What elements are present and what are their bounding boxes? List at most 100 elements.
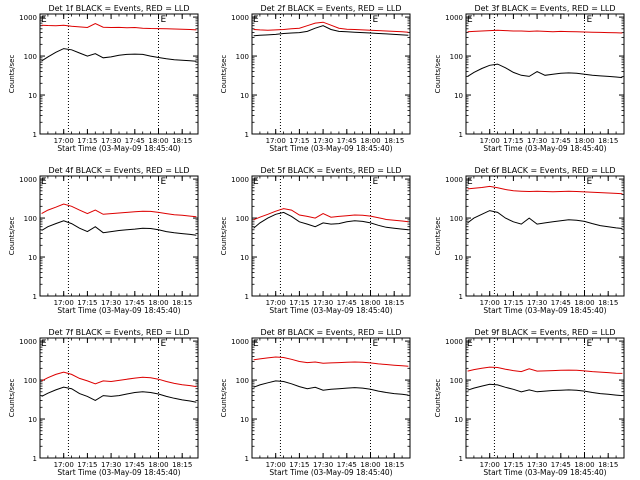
x-tick-label: 17:00: [54, 137, 74, 145]
x-tick-label: 17:45: [551, 461, 571, 469]
x-tick-label: 17:30: [101, 137, 121, 145]
y-tick-label: 1: [33, 455, 37, 463]
x-tick-label: 17:15: [503, 137, 523, 145]
x-tick-label: 17:30: [527, 461, 547, 469]
panel-title: Det 4f BLACK = Events, RED = LLD: [48, 166, 189, 175]
panel-det-9: Det 9f BLACK = Events, RED = LLD 1 10 100 10…: [434, 328, 625, 477]
x-tick-label: 17:45: [551, 299, 571, 307]
x-tick-label: 18:15: [384, 299, 404, 307]
x-tick-label: 17:45: [125, 299, 145, 307]
e-marker-label: E: [587, 15, 593, 25]
x-axis-label: Start Time (03-May-09 18:45:40): [57, 306, 180, 315]
x-tick-label: 18:00: [148, 299, 168, 307]
events-line: [253, 211, 409, 231]
events-line: [41, 220, 197, 236]
x-tick-label: 17:45: [125, 461, 145, 469]
x-axis-label: Start Time (03-May-09 18:45:40): [269, 144, 392, 153]
lld-line: [41, 23, 197, 31]
panel-title: Det 6f BLACK = Events, RED = LLD: [474, 166, 615, 175]
panel-det-1: Det 1f BLACK = Events, RED = LLD 1 10 100 10…: [8, 4, 199, 153]
y-axis-label: Counts/sec: [434, 217, 442, 256]
x-axis-label: Start Time (03-May-09 18:45:40): [483, 306, 606, 315]
plot-frame: [39, 175, 199, 297]
x-tick-label: 18:00: [148, 137, 168, 145]
x-tick-label: 18:15: [172, 461, 192, 469]
x-tick-label: 18:00: [148, 461, 168, 469]
x-tick-label: 17:00: [54, 461, 74, 469]
y-tick-label: 1: [33, 293, 37, 301]
x-tick-label: 17:30: [313, 461, 333, 469]
y-tick-label: 1000: [445, 338, 463, 346]
lld-line: [467, 29, 623, 34]
panel-title: Det 5f BLACK = Events, RED = LLD: [260, 166, 401, 175]
lld-line: [253, 356, 409, 367]
x-tick-label: 18:00: [360, 461, 380, 469]
e-marker-label: E: [41, 339, 47, 349]
y-tick-label: 10: [28, 254, 37, 262]
events-line: [253, 25, 409, 37]
y-tick-label: 1: [459, 293, 463, 301]
e-marker-label: E: [587, 177, 593, 187]
e-marker-label: E: [253, 339, 259, 349]
lld-line: [41, 371, 197, 388]
x-tick-label: 18:00: [574, 137, 594, 145]
panel-title: Det 3f BLACK = Events, RED = LLD: [474, 4, 615, 13]
y-tick-label: 1: [459, 131, 463, 139]
y-axis-label: Counts/sec: [220, 379, 228, 418]
y-tick-label: 100: [450, 377, 463, 385]
plot-frame: [251, 13, 411, 135]
y-tick-label: 100: [450, 215, 463, 223]
x-tick-label: 17:00: [480, 299, 500, 307]
x-tick-label: 18:00: [574, 461, 594, 469]
x-tick-label: 17:45: [125, 137, 145, 145]
y-tick-label: 10: [454, 416, 463, 424]
panel-title: Det 8f BLACK = Events, RED = LLD: [260, 328, 401, 337]
events-line: [467, 63, 623, 79]
x-tick-label: 17:00: [54, 299, 74, 307]
y-tick-label: 10: [28, 92, 37, 100]
lld-line: [467, 366, 623, 374]
x-tick-label: 18:15: [598, 137, 618, 145]
y-tick-label: 1: [245, 293, 249, 301]
y-axis-label: Counts/sec: [434, 379, 442, 418]
e-marker-label: E: [467, 15, 473, 25]
y-tick-label: 10: [240, 254, 249, 262]
y-tick-label: 1: [245, 455, 249, 463]
e-marker-label: E: [161, 15, 167, 25]
lld-line: [41, 203, 197, 218]
plot-frame: [465, 175, 625, 297]
panel-det-5: Det 5f BLACK = Events, RED = LLD 1 10 100 10…: [220, 166, 411, 315]
y-tick-label: 1000: [231, 176, 249, 184]
y-tick-label: 100: [24, 215, 37, 223]
panel-det-2: Det 2f BLACK = Events, RED = LLD 1 10 100 10…: [220, 4, 411, 153]
x-tick-label: 17:30: [313, 299, 333, 307]
y-tick-label: 100: [450, 53, 463, 61]
y-tick-label: 10: [28, 416, 37, 424]
x-tick-label: 17:45: [551, 137, 571, 145]
plot-frame: [39, 13, 199, 135]
x-tick-label: 17:30: [527, 137, 547, 145]
events-line: [41, 48, 197, 62]
y-tick-label: 1000: [19, 14, 37, 22]
y-tick-label: 10: [454, 92, 463, 100]
x-tick-label: 18:15: [384, 461, 404, 469]
e-marker-label: E: [253, 177, 259, 187]
x-tick-label: 17:15: [289, 299, 309, 307]
plot-frame: [465, 337, 625, 459]
x-tick-label: 17:45: [337, 461, 357, 469]
x-tick-label: 18:15: [172, 137, 192, 145]
e-marker-label: E: [161, 339, 167, 349]
panel-det-8: Det 8f BLACK = Events, RED = LLD 1 10 100 10…: [220, 328, 411, 477]
panel-det-4: Det 4f BLACK = Events, RED = LLD 1 10 100 10…: [8, 166, 199, 315]
x-tick-label: 17:00: [266, 137, 286, 145]
x-tick-label: 17:45: [337, 299, 357, 307]
plot-frame: [251, 175, 411, 297]
y-tick-label: 10: [240, 416, 249, 424]
y-tick-label: 1: [245, 131, 249, 139]
e-marker-label: E: [467, 339, 473, 349]
panel-det-3: Det 3f BLACK = Events, RED = LLD 1 10 100 10…: [434, 4, 625, 153]
lld-line: [467, 185, 623, 195]
x-tick-label: 17:00: [480, 137, 500, 145]
x-axis-label: Start Time (03-May-09 18:45:40): [269, 468, 392, 477]
